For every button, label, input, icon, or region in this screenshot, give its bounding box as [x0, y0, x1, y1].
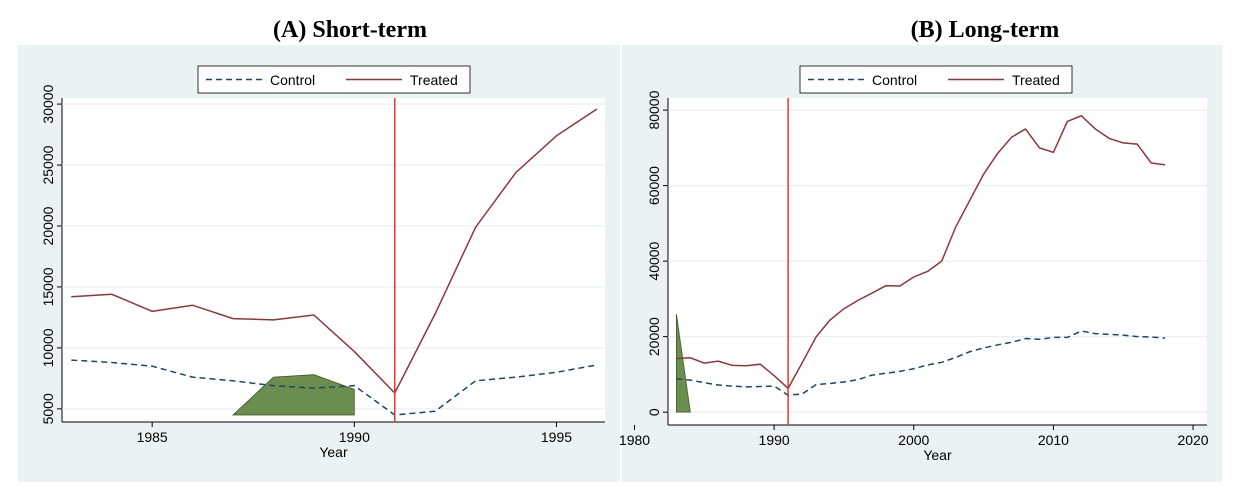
y-tick-label: 5000 — [40, 393, 56, 424]
x-tick-label: 1990 — [339, 429, 370, 445]
legend-label: Treated — [410, 72, 458, 88]
y-tick-label: 60000 — [646, 166, 662, 205]
x-tick-label: 1980 — [619, 432, 650, 448]
y-tick-label: 80000 — [646, 90, 662, 129]
y-tick-label: 25000 — [40, 145, 56, 184]
x-tick-label: 1985 — [137, 429, 168, 445]
x-axis-label: Year — [923, 447, 952, 463]
y-tick-label: 30000 — [40, 84, 56, 123]
x-tick-label: 1990 — [759, 432, 790, 448]
y-tick-label: 20000 — [40, 206, 56, 245]
legend-label: Treated — [1012, 72, 1060, 88]
legend-label: Control — [270, 72, 315, 88]
legend-label: Control — [872, 72, 917, 88]
legend-box — [799, 65, 1073, 94]
shaded-area — [232, 374, 355, 416]
x-tick-label: 2020 — [1177, 432, 1208, 448]
y-tick-label: 10000 — [40, 328, 56, 367]
x-axis-label: Year — [319, 444, 348, 460]
shaded-area — [675, 313, 691, 413]
x-tick-label: 2000 — [898, 432, 929, 448]
x-tick-label: 1995 — [541, 429, 572, 445]
series-line — [676, 330, 1166, 396]
y-tick-label: 15000 — [40, 267, 56, 306]
x-tick-label: 2010 — [1038, 432, 1069, 448]
panel-title: (A) Short-term — [273, 17, 427, 43]
y-tick-label: 0 — [646, 408, 662, 416]
y-tick-label: 40000 — [646, 241, 662, 280]
series-line — [71, 108, 598, 395]
panel-title: (B) Long-term — [911, 17, 1060, 43]
series-line — [71, 359, 598, 416]
y-tick-label: 20000 — [646, 317, 662, 356]
series-line — [676, 114, 1166, 390]
plot-area — [62, 98, 605, 422]
legend-box — [197, 65, 471, 94]
